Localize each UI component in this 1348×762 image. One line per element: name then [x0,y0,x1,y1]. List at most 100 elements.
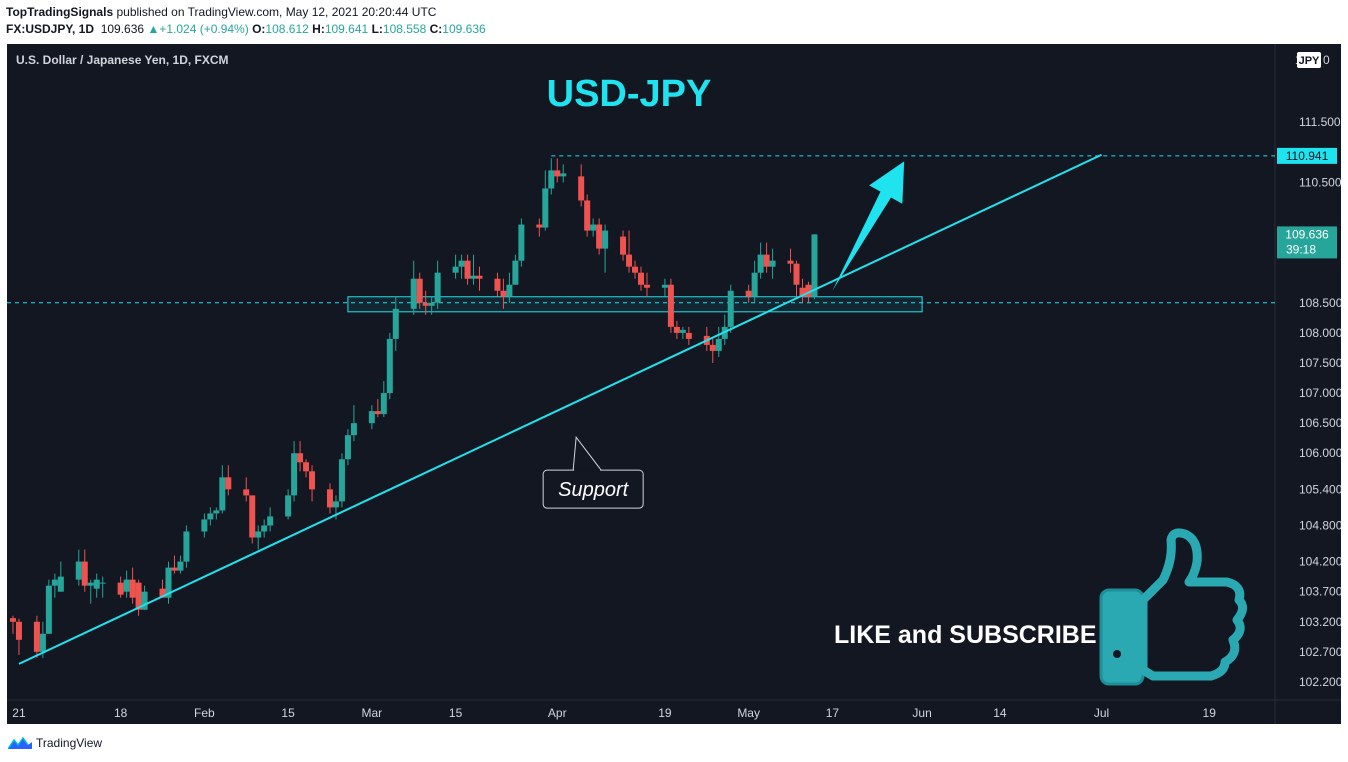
candle-body [745,290,752,297]
target-arrow[interactable] [832,161,905,291]
price-tick-label: 102.700 [1299,645,1341,659]
publish-header: TopTradingSignals published on TradingVi… [6,4,436,20]
time-tick-label: Jun [912,706,931,720]
low-value: 108.558 [382,22,427,36]
close-value: 109.636 [442,22,486,36]
candle-body [494,278,501,291]
candle-body [380,393,387,415]
candle-body [51,579,58,586]
candle-body [560,173,567,177]
candle-body [434,272,441,303]
support-zone-rect[interactable] [347,296,923,313]
open-value: 108.612 [265,22,309,36]
candle-body [590,224,597,231]
candle-body [536,224,543,228]
candle-body [620,236,627,255]
candle-body [261,525,268,532]
price-chart[interactable]: Support U.S. Dollar / Japanese Yen, 1D, F… [7,44,1341,724]
price-axis-top-label2: 0 [1323,53,1330,67]
price-tick-label: 107.000 [1299,386,1341,400]
last-price-label: 109.636 [1285,227,1329,241]
candle-body [757,254,764,273]
price-tick-label: 108.000 [1299,326,1341,340]
candle-body [805,284,812,297]
candle-body [428,302,435,306]
candle-body [45,585,52,634]
chart-title: USD-JPY [547,73,712,115]
author-name[interactable]: TopTradingSignals [6,5,114,19]
time-tick-label: 19 [658,706,672,720]
candle-body [165,567,172,598]
candle-body [303,462,310,472]
price-tick-label: 106.000 [1299,446,1341,460]
candle-body [159,588,166,598]
candle-body [309,471,316,490]
candle-body [386,338,393,394]
currency-badge[interactable] [1297,52,1321,68]
candle-body [643,284,650,288]
footer: TradingView [8,736,102,750]
candle-body [129,579,136,598]
candle-body [171,567,178,571]
promo-text: LIKE and SUBSCRIBE [834,621,1097,649]
candle-body [715,338,722,351]
candle-body [500,290,507,297]
price-tick-label: 108.500 [1299,296,1341,310]
candle-body [793,263,800,285]
candle-body [596,224,603,249]
candle-body [297,453,304,463]
price-tick-label: 106.500 [1299,416,1341,430]
candle-body [542,188,549,228]
instrument-label: U.S. Dollar / Japanese Yen, 1D, FXCM [16,53,229,67]
candle-body [464,260,471,279]
candle-body [219,477,226,511]
time-tick-label: 21 [12,706,26,720]
time-tick-label: Feb [194,706,215,720]
candle-body [685,332,692,339]
price-tick-label: 111.500 [1299,115,1341,129]
candle-body [368,411,375,424]
chart-panel[interactable]: Support U.S. Dollar / Japanese Yen, 1D, F… [7,44,1341,724]
tradingview-logo-icon [8,736,32,750]
candle-body [709,344,716,351]
time-tick-label: 15 [281,706,295,720]
candle-body [799,287,806,297]
candle-body [177,561,184,571]
candle-body [769,260,776,267]
candle-body [350,423,357,436]
candle-body [392,308,399,339]
low-label: L: [371,22,383,36]
candle-body [554,170,561,177]
time-tick-label: Apr [548,706,567,720]
time-tick-label: 15 [449,706,463,720]
tradingview-brand[interactable]: TradingView [36,736,103,750]
time-tick-label: 14 [993,706,1007,720]
candle-body [225,477,232,490]
price-tick-label: 110.500 [1299,175,1341,189]
candle-body [249,495,256,538]
time-tick-label: Mar [362,706,383,720]
support-trendline[interactable] [18,153,1102,665]
candle-body [15,621,22,640]
candle-body [470,275,477,279]
candle-body [626,254,633,267]
countdown-label: 39:18 [1286,242,1316,256]
candle-body [207,513,214,520]
candle-body [727,290,734,327]
candle-body [416,278,423,303]
candle-body [374,411,381,415]
candle-body [326,489,333,508]
candle-body [410,278,417,309]
candle-body [87,582,94,586]
candle-body [751,272,758,297]
candle-body [135,582,142,610]
candle-body [93,579,100,589]
candle-body [673,326,680,333]
ohlc-bar: FX:USDJPY, 1D 109.636 ▲+1.024 (+0.94%) O… [6,21,486,37]
thumbs-up-icon [1099,528,1247,686]
time-tick-label: Jul [1094,706,1109,720]
candle-body [787,260,794,264]
time-tick-label: 17 [826,706,840,720]
time-tick-label: 18 [114,706,128,720]
close-label: C: [429,22,443,36]
